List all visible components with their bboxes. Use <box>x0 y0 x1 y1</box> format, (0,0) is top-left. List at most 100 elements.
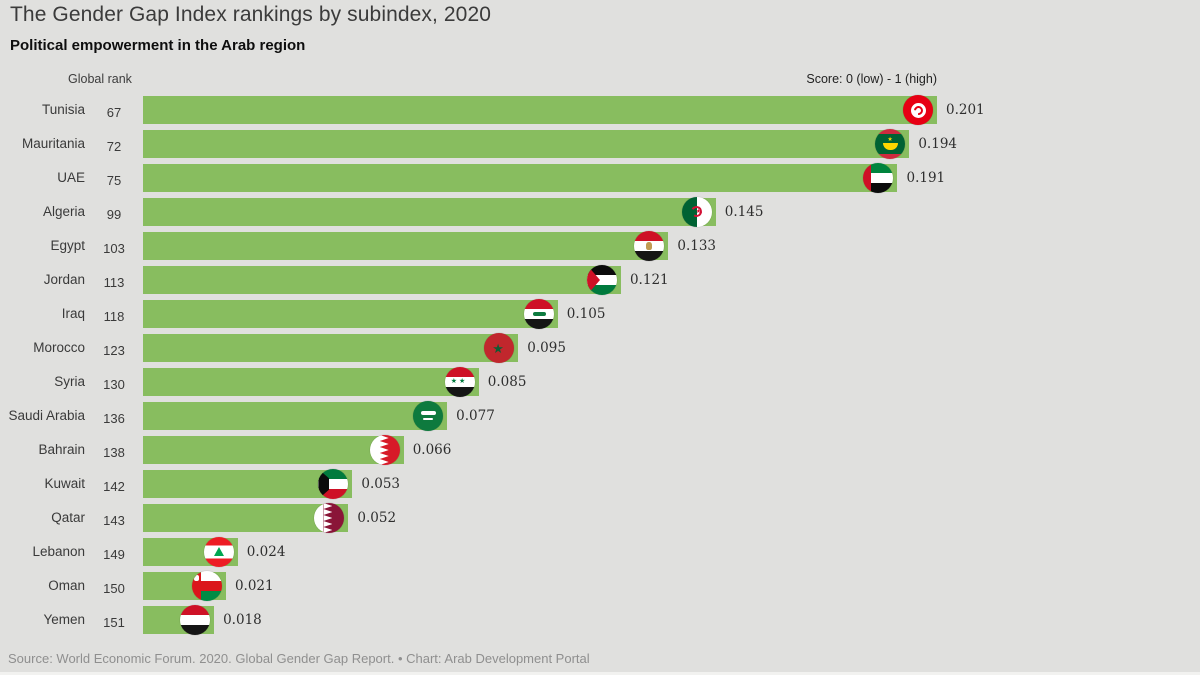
country-label: Morocco <box>33 340 85 355</box>
country-label: Syria <box>54 374 85 389</box>
bar-track: 0.095 <box>143 333 937 363</box>
country-label: Yemen <box>43 612 85 627</box>
score-bar <box>143 163 898 193</box>
bar-track: 0.121 <box>143 265 937 295</box>
country-label: Egypt <box>50 238 85 253</box>
score-value-label: 0.121 <box>629 272 669 288</box>
global-rank-value: 118 <box>103 309 125 324</box>
global-rank-value: 99 <box>106 207 122 222</box>
country-label: Jordan <box>43 272 85 287</box>
score-bar <box>143 367 479 397</box>
chart-row: Lebanon 149 0.024 <box>0 537 1200 572</box>
chart-row: Yemen 151 0.018 <box>0 605 1200 640</box>
score-value-label: 0.053 <box>361 476 401 492</box>
score-axis-note: Score: 0 (low) - 1 (high) <box>806 72 937 86</box>
bar-track: 0.201 <box>143 95 985 125</box>
score-bar <box>143 265 621 295</box>
page-title: The Gender Gap Index rankings by subinde… <box>10 3 492 26</box>
global-rank-value: 67 <box>106 105 122 120</box>
country-label: Qatar <box>51 510 85 525</box>
chart-row: Algeria 99 0.145 <box>0 197 1200 232</box>
country-flag-icon <box>875 129 906 159</box>
global-rank-value: 75 <box>106 173 122 188</box>
country-label: Lebanon <box>32 544 85 559</box>
country-label: Bahrain <box>38 442 85 457</box>
score-value-label: 0.024 <box>246 544 286 560</box>
chart-row: Iraq 118 0.105 <box>0 299 1200 334</box>
score-value-label: 0.145 <box>724 204 764 220</box>
score-bar <box>143 503 349 533</box>
global-rank-value: 143 <box>103 513 125 528</box>
country-flag-icon <box>681 197 712 227</box>
score-value-label: 0.018 <box>223 612 262 628</box>
country-flag-icon <box>444 367 475 397</box>
bar-track: 0.194 <box>143 129 957 159</box>
country-label: Saudi Arabia <box>8 408 85 423</box>
country-flag-icon <box>903 95 933 125</box>
bar-chart: Tunisia 67 0.201 Mauritania 72 0.194 UAE… <box>0 95 1200 640</box>
score-value-label: 0.133 <box>677 238 717 254</box>
bar-track: 0.021 <box>143 571 937 601</box>
score-value-label: 0.105 <box>566 306 606 322</box>
bottom-divider <box>0 672 1200 675</box>
country-flag-icon <box>634 231 665 261</box>
score-value-label: 0.191 <box>906 170 946 186</box>
chart-row: Bahrain 138 0.066 <box>0 435 1200 470</box>
score-bar <box>143 231 669 261</box>
country-label: Algeria <box>42 204 85 219</box>
chart-subtitle: Political empowerment in the Arab region <box>10 37 306 54</box>
score-bar <box>143 401 448 431</box>
country-flag-icon <box>369 435 400 465</box>
score-value-label: 0.095 <box>527 340 566 356</box>
chart-row: Kuwait 142 0.053 <box>0 469 1200 504</box>
score-bar <box>143 197 716 227</box>
country-flag-icon <box>203 537 234 567</box>
score-value-label: 0.085 <box>487 374 527 390</box>
bar-track: 0.053 <box>143 469 937 499</box>
global-rank-value: 130 <box>103 377 125 392</box>
chart-row: UAE 75 0.191 <box>0 163 1200 198</box>
chart-row: Mauritania 72 0.194 <box>0 129 1200 164</box>
bar-track: 0.052 <box>143 503 937 533</box>
chart-row: Syria 130 0.085 <box>0 367 1200 402</box>
score-bar <box>143 435 404 465</box>
country-label: Iraq <box>61 306 85 321</box>
bar-track: 0.085 <box>143 367 937 397</box>
global-rank-value: 123 <box>103 343 125 358</box>
global-rank-value: 151 <box>103 615 125 630</box>
score-bar <box>143 605 215 635</box>
score-value-label: 0.066 <box>412 442 452 458</box>
chart-row: Qatar 143 0.052 <box>0 503 1200 538</box>
global-rank-value: 136 <box>103 411 125 426</box>
global-rank-value: 138 <box>103 445 125 460</box>
chart-row: Tunisia 67 0.201 <box>0 95 1200 130</box>
score-value-label: 0.021 <box>234 578 274 594</box>
score-bar <box>143 469 353 499</box>
score-value-label: 0.201 <box>946 102 985 118</box>
country-flag-icon <box>314 503 345 533</box>
score-bar <box>143 537 238 567</box>
score-bar <box>143 571 226 601</box>
source-attribution: Source: World Economic Forum. 2020. Glob… <box>8 651 590 666</box>
score-value-label: 0.052 <box>357 510 397 526</box>
country-flag-icon <box>318 469 349 499</box>
global-rank-value: 149 <box>103 547 125 562</box>
country-flag-icon <box>180 605 211 635</box>
score-bar <box>143 333 519 363</box>
bar-track: 0.077 <box>143 401 937 431</box>
country-label: Oman <box>48 578 85 593</box>
chart-row: Saudi Arabia 136 0.077 <box>0 401 1200 436</box>
bar-track: 0.133 <box>143 231 937 261</box>
global-rank-value: 142 <box>103 479 125 494</box>
chart-row: Jordan 113 0.121 <box>0 265 1200 300</box>
bar-track: 0.018 <box>143 605 937 635</box>
country-label: Mauritania <box>21 136 85 151</box>
country-flag-icon <box>413 401 444 431</box>
score-bar <box>143 129 910 159</box>
global-rank-value: 150 <box>103 581 125 596</box>
score-bar <box>143 95 937 125</box>
bar-track: 0.105 <box>143 299 937 329</box>
global-rank-column-header: Global rank <box>68 72 132 86</box>
country-label: Kuwait <box>44 476 85 491</box>
